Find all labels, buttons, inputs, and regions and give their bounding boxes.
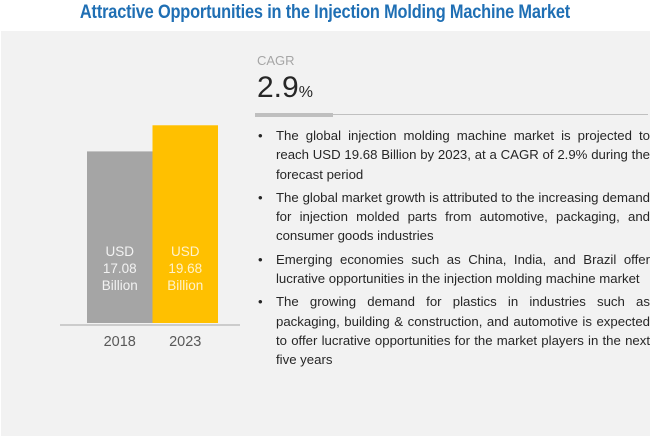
- cagr-value: 2.9%: [257, 70, 313, 111]
- cagr-accent-bar: [255, 113, 333, 117]
- data-label: USD: [105, 244, 134, 259]
- bullet-item: • The growing demand for plastics in indu…: [258, 294, 650, 368]
- x-tick-label: 2023: [169, 334, 201, 350]
- bullet-item: • The global injection molding machine ma…: [258, 128, 650, 182]
- bullet-item: • The global market growth is attributed …: [258, 189, 650, 244]
- bar-2023: [152, 125, 218, 324]
- key-findings-list: • The global injection molding machine ma…: [258, 126, 650, 374]
- data-label: USD: [171, 244, 200, 259]
- bullet-icon: •: [258, 251, 263, 267]
- bullet-item: • Emerging economies such as China, India…: [258, 251, 650, 287]
- page-title: Attractive Opportunities in the Injectio…: [79, 2, 571, 23]
- x-tick-label: 2018: [104, 334, 136, 350]
- cagr-unit: %: [298, 84, 313, 101]
- cagr-number: 2.9: [257, 71, 299, 104]
- bullet-icon: •: [258, 128, 263, 143]
- data-label: 19.68: [168, 261, 202, 276]
- cagr-label: CAGR: [257, 53, 295, 68]
- bar-2018: [87, 151, 153, 323]
- cagr-divider: [333, 114, 648, 115]
- bullet-icon: •: [258, 294, 263, 310]
- data-label: 17.08: [103, 261, 137, 276]
- data-label: Billion: [102, 278, 138, 293]
- bullet-icon: •: [258, 189, 263, 205]
- data-label: Billion: [167, 278, 203, 293]
